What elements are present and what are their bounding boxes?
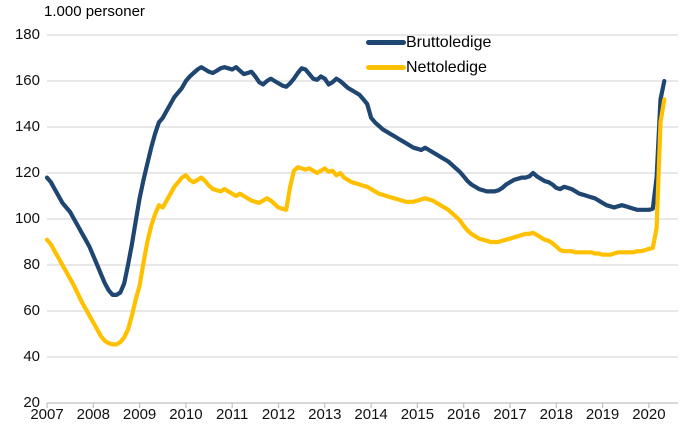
x-tick-label: 2010 xyxy=(169,406,203,423)
chart-legend: Bruttoledige Nettoledige xyxy=(366,30,491,80)
x-tick-label: 2019 xyxy=(585,406,620,423)
legend-item-bruttoledige: Bruttoledige xyxy=(366,30,491,55)
y-tick-label: 180 xyxy=(14,26,40,43)
x-tick-label: 2016 xyxy=(447,406,481,423)
x-tick-label: 2009 xyxy=(122,406,157,423)
x-tick-label: 2018 xyxy=(539,406,573,423)
y-tick-label: 20 xyxy=(23,394,40,411)
legend-label: Bruttoledige xyxy=(406,33,492,51)
bruttoledige-line-swatch xyxy=(366,40,406,45)
x-tick-label: 2011 xyxy=(216,406,249,423)
x-tick-label: 2015 xyxy=(400,406,435,423)
nettoledige-line-swatch xyxy=(366,65,406,70)
y-axis-title: 1.000 personer xyxy=(44,3,145,20)
series-line-nettoledige xyxy=(44,97,667,347)
y-tick-label: 80 xyxy=(23,256,40,273)
y-tick-label: 120 xyxy=(14,164,40,181)
y-tick-label: 40 xyxy=(23,348,40,365)
series-line-bruttoledige xyxy=(44,65,667,297)
x-tick-label: 2013 xyxy=(308,406,342,423)
x-tick-label: 2014 xyxy=(354,406,388,423)
legend-item-nettoledige: Nettoledige xyxy=(366,55,491,80)
legend-label: Nettoledige xyxy=(406,58,487,76)
x-tick-label: 2008 xyxy=(76,406,110,423)
y-tick-label: 60 xyxy=(23,302,40,319)
y-tick-label: 100 xyxy=(14,210,40,227)
x-tick-label: 2012 xyxy=(261,406,296,423)
y-tick-label: 160 xyxy=(14,72,40,89)
x-tick-label: 2017 xyxy=(493,406,527,423)
x-tick-label: 2007 xyxy=(30,406,64,423)
y-tick-label: 140 xyxy=(14,118,40,135)
x-tick-label: 2020 xyxy=(632,406,666,423)
